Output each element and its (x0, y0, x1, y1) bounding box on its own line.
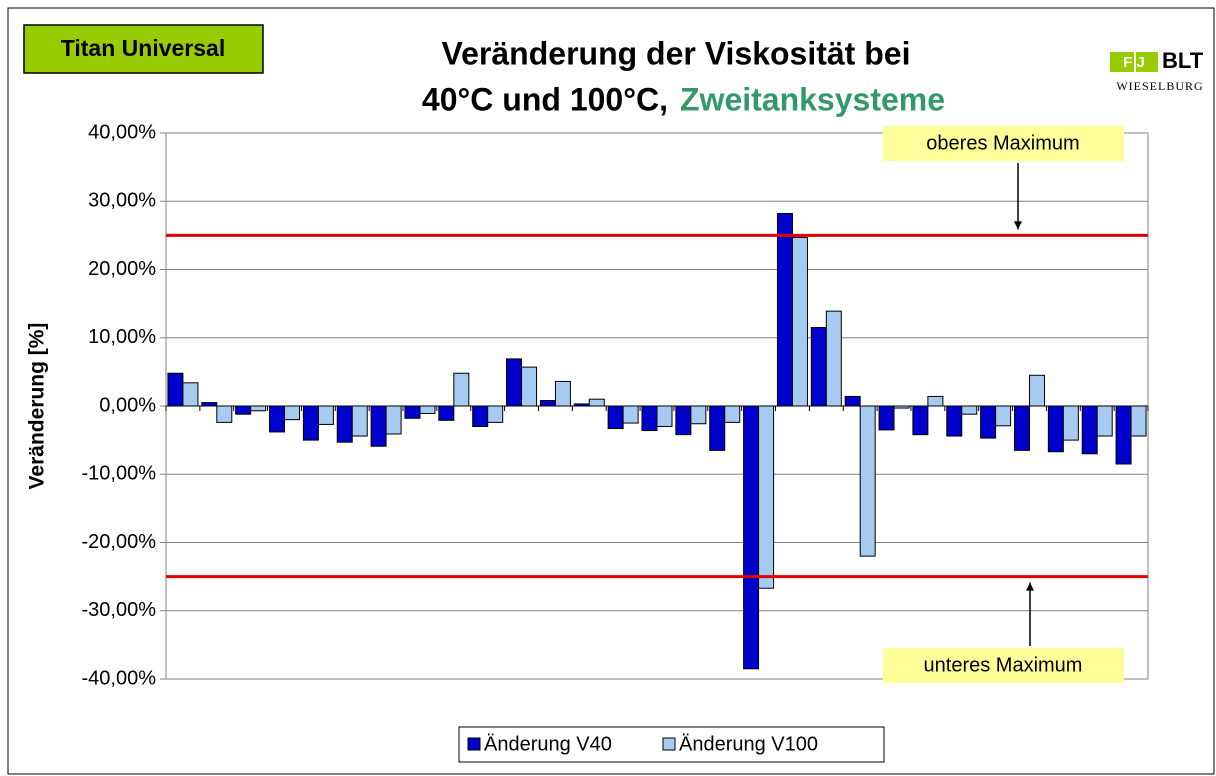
bar (351, 405, 368, 437)
bar (472, 405, 489, 427)
badge: Titan Universal (61, 35, 225, 61)
annotation: unteres Maximum (924, 654, 1083, 676)
bar (825, 310, 842, 407)
bar (284, 405, 301, 421)
bar (336, 405, 353, 443)
bar (622, 405, 639, 424)
annotation-arrowhead (1026, 582, 1034, 591)
legend-swatch (662, 737, 676, 751)
bar (419, 405, 436, 415)
bar (404, 405, 421, 419)
bar (385, 405, 402, 435)
bar (1013, 405, 1030, 451)
y-tick-label: 40,00% (88, 121, 156, 143)
annotation: oberes Maximum (926, 132, 1079, 154)
bar (995, 405, 1012, 427)
bar (607, 405, 624, 430)
badge-box (23, 24, 264, 74)
bar (317, 405, 334, 425)
bar (675, 405, 692, 436)
annotation-box (883, 648, 1124, 683)
bar (946, 405, 963, 437)
bar (438, 405, 455, 421)
bar (506, 358, 523, 407)
bar (878, 405, 895, 431)
y-tick-label: 10,00% (88, 326, 156, 348)
bar (791, 236, 808, 407)
logo-block (1110, 52, 1134, 72)
bar (235, 405, 252, 415)
bar (912, 405, 929, 436)
bar (758, 405, 775, 589)
legend-label: Änderung V100 (679, 733, 818, 755)
bar (844, 395, 861, 407)
y-tick-label: 30,00% (88, 190, 156, 212)
bar (167, 372, 184, 407)
bar (961, 405, 978, 415)
bar (539, 400, 556, 407)
bar (776, 213, 793, 407)
bar (250, 405, 267, 412)
bar (641, 405, 658, 432)
y-tick-label: -20,00% (82, 531, 157, 553)
bar (1081, 405, 1098, 455)
bar (1130, 405, 1147, 437)
bar (859, 405, 876, 557)
legend-label: Änderung V40 (484, 733, 612, 755)
logo-name: BLT (1162, 48, 1204, 73)
bar (453, 372, 470, 407)
y-tick-label: 20,00% (88, 258, 156, 280)
bar (487, 405, 504, 423)
y-tick-label: -10,00% (82, 463, 157, 485)
bar (1115, 405, 1132, 465)
bar (554, 380, 571, 407)
y-axis-label: Veränderung [%] (26, 323, 49, 490)
bar (1047, 405, 1064, 453)
bar (656, 405, 673, 427)
logo-block (1136, 52, 1158, 72)
bar (269, 405, 286, 433)
bar (690, 405, 707, 425)
bar (810, 327, 827, 407)
bar (1062, 405, 1079, 441)
bar (182, 382, 199, 407)
bar (521, 366, 538, 407)
y-tick-label: -40,00% (82, 667, 157, 689)
logo-place: WIESELBURG (1116, 79, 1203, 93)
bar (588, 398, 605, 407)
bar (927, 395, 944, 407)
chart-subtitle: 40°C und 100°C, (422, 81, 668, 117)
annotation-arrowhead (1014, 221, 1022, 230)
y-tick-label: -30,00% (82, 599, 157, 621)
y-tick-label: 0,00% (99, 394, 156, 416)
bar (980, 405, 997, 439)
bar (1028, 374, 1045, 407)
bar (1096, 405, 1113, 437)
bar (724, 405, 741, 423)
chart-title: Veränderung der Viskosität bei (442, 35, 911, 71)
bar (743, 405, 760, 670)
bar (216, 405, 233, 423)
bar (302, 405, 319, 441)
legend-swatch (467, 737, 481, 751)
logo-mark: F J (1123, 54, 1145, 71)
chart-subtitle-highlight: Zweitanksysteme (680, 81, 945, 117)
bar (201, 402, 218, 407)
bar (709, 405, 726, 451)
bar (370, 405, 387, 447)
annotation-box (883, 126, 1124, 161)
